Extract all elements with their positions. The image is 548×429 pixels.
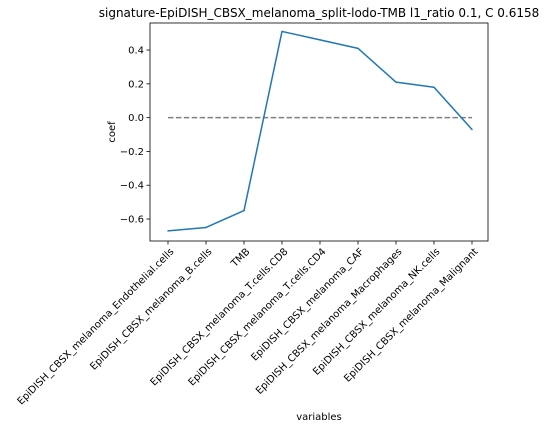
y-tick-label: −0.6	[120, 215, 144, 226]
x-axis-label: variables	[296, 412, 342, 423]
x-tick-label: EpiDISH_CBSX_melanoma_Macrophages	[254, 246, 404, 396]
data-point	[357, 47, 359, 50]
y-tick-label: −0.2	[120, 147, 144, 158]
data-point	[395, 81, 397, 83]
plot-area	[149, 22, 489, 242]
data-point	[167, 230, 169, 232]
data-point	[281, 30, 283, 33]
data-point	[433, 86, 435, 88]
series-line	[167, 30, 473, 232]
data-points	[167, 30, 473, 232]
x-tick-label: EpiDISH_CBSX_melanoma_Malignant	[342, 246, 480, 384]
y-tick-label: 0.2	[128, 79, 144, 90]
x-tick-label: EpiDISH_CBSX_melanoma_T.cells.CD4	[187, 246, 329, 388]
data-point	[471, 128, 473, 131]
data-point	[243, 209, 245, 212]
y-axis-label: coef	[107, 121, 118, 143]
chart-title: signature-EpiDISH_CBSX_melanoma_split-lo…	[99, 6, 540, 20]
y-tick-label: 0.4	[128, 46, 144, 57]
x-tick-label: EpiDISH_CBSX_melanoma_T.cells.CD8	[149, 246, 291, 388]
data-point	[205, 226, 207, 229]
data-point	[319, 39, 321, 41]
x-axis: EpiDISH_CBSX_melanoma_Endothelial.cellsE…	[16, 241, 481, 407]
y-axis: −0.6 −0.4 −0.2 0.0 0.2 0.4	[120, 46, 150, 226]
x-tick-label: TMB	[229, 246, 253, 270]
y-tick-label: 0.0	[128, 113, 144, 124]
y-tick-label: −0.4	[120, 181, 144, 192]
